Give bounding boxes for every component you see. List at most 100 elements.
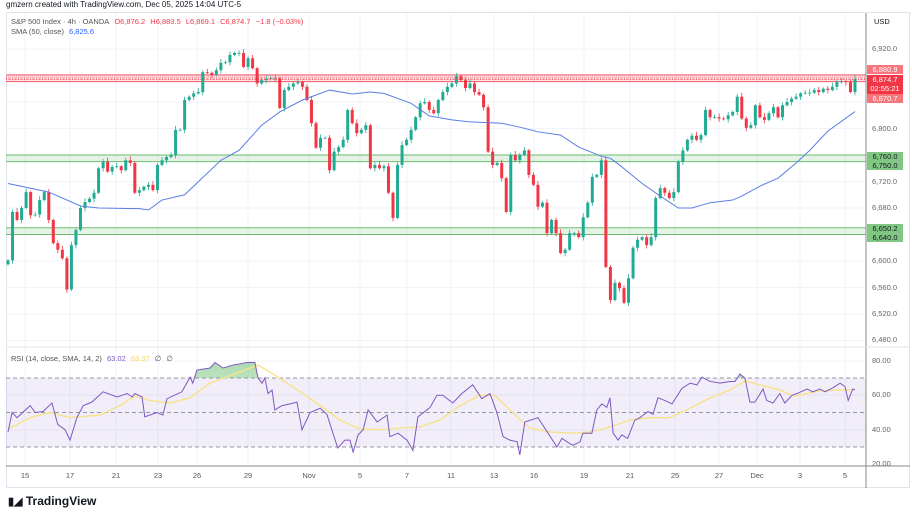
candle-body [545, 202, 549, 234]
date-tick: Dec [750, 471, 764, 480]
close-value: C6,874.7 [220, 17, 251, 26]
candle-body [364, 125, 368, 130]
sma-line [7, 89, 856, 211]
candle-body [187, 96, 191, 101]
candle-body [722, 118, 726, 120]
candle-body [427, 102, 431, 110]
sma-value: 6,825.6 [69, 27, 95, 36]
candle-body [183, 100, 187, 130]
candle-body [74, 229, 78, 246]
candle-body [246, 58, 250, 67]
candle-body [658, 188, 662, 199]
candle-body [350, 109, 354, 124]
rsi-tick: 20.00 [872, 459, 891, 468]
candle-body [106, 161, 110, 172]
candle-body [744, 118, 748, 128]
candle-body [423, 102, 427, 104]
candle-body [174, 129, 178, 155]
rsi-tick: 80.00 [872, 356, 891, 365]
rsi-overbought-fill [8, 362, 855, 378]
candle-body [264, 78, 268, 81]
candle-body [287, 86, 291, 91]
rsi-tick: 60.00 [872, 390, 891, 399]
candle-body [92, 192, 96, 199]
candle-body [740, 96, 744, 119]
tradingview-logo[interactable]: ▮◢ TradingView [8, 494, 96, 508]
candle-body [242, 52, 246, 67]
candle-body [522, 150, 526, 155]
candle-body [694, 135, 698, 140]
currency-label[interactable]: USD [874, 17, 890, 26]
candle-body [56, 243, 60, 250]
candle-body [568, 233, 572, 250]
high-value: H6,883.5 [150, 17, 181, 26]
date-tick: 29 [243, 471, 253, 480]
last-price-value: 6,874.7 [872, 75, 898, 84]
candle-body [681, 150, 685, 162]
candle-body [368, 125, 372, 169]
candle-body [11, 211, 15, 261]
sma-legend: SMA (50, close) 6,825.6 [11, 27, 97, 36]
candle-body [463, 80, 467, 89]
candle-body [794, 96, 798, 99]
candle-body [341, 139, 345, 148]
candle-body [196, 92, 200, 94]
price-tick: 6,560.0 [872, 283, 898, 292]
candle-body [649, 237, 653, 246]
candle-body [251, 58, 255, 69]
candle-body [436, 100, 440, 114]
tag-zone-g1-top: 6,760.0 [867, 152, 903, 161]
candle-body [531, 174, 535, 185]
candle-body [445, 86, 449, 93]
candle-body [667, 192, 671, 199]
rsi-line [7, 361, 856, 456]
candle-body [337, 147, 341, 152]
date-tick: 17 [65, 471, 75, 480]
candle-body [790, 98, 794, 102]
symbol-label[interactable]: S&P 500 Index · 4h · OANDA [11, 17, 110, 26]
candle-body [60, 249, 64, 259]
price-tick: 6,680.0 [872, 203, 898, 212]
candle-body [228, 54, 232, 63]
price-tick: 6,720.0 [872, 177, 898, 186]
candle-body [155, 164, 159, 191]
candle-body [214, 70, 218, 75]
candle-body [133, 162, 137, 193]
candle-body [119, 166, 123, 171]
candle-body [192, 93, 196, 97]
candle-body [799, 93, 803, 97]
candle-body [749, 125, 753, 128]
date-tick: 25 [670, 471, 680, 480]
sma-label[interactable]: SMA (50, close) [11, 27, 64, 36]
candle-body [500, 162, 504, 179]
candle-body [848, 82, 852, 93]
candle-body [282, 90, 286, 108]
candle-body [160, 160, 164, 165]
candle-body [717, 117, 721, 119]
date-tick: 19 [579, 471, 589, 480]
candle-body [273, 78, 277, 79]
candle-body [636, 239, 640, 248]
candle-body [47, 192, 51, 220]
candle-body [20, 208, 24, 220]
candle-body [468, 83, 472, 89]
candle-body [513, 155, 517, 161]
tag-zone-g2-bottom: 6,640.0 [867, 233, 903, 242]
candle-body [781, 105, 785, 118]
candle-body [42, 192, 46, 201]
candle-body [291, 83, 295, 87]
candle-body [599, 160, 603, 175]
price-tick: 6,800.0 [872, 124, 898, 133]
credit-line: gmzern created with TradingView.com, Dec… [6, 0, 242, 9]
candle-body [441, 92, 445, 101]
candle-body [595, 174, 599, 177]
candle-body [608, 266, 612, 301]
candle-body [631, 247, 635, 279]
candle-body [735, 96, 739, 112]
rsi-label[interactable]: RSI (14, close, SMA, 14, 2) [11, 354, 102, 363]
candle-body [835, 82, 839, 87]
change-value: −1.8 (−0.03%) [255, 17, 304, 26]
candle-body [830, 86, 834, 91]
candle-body [604, 160, 608, 267]
